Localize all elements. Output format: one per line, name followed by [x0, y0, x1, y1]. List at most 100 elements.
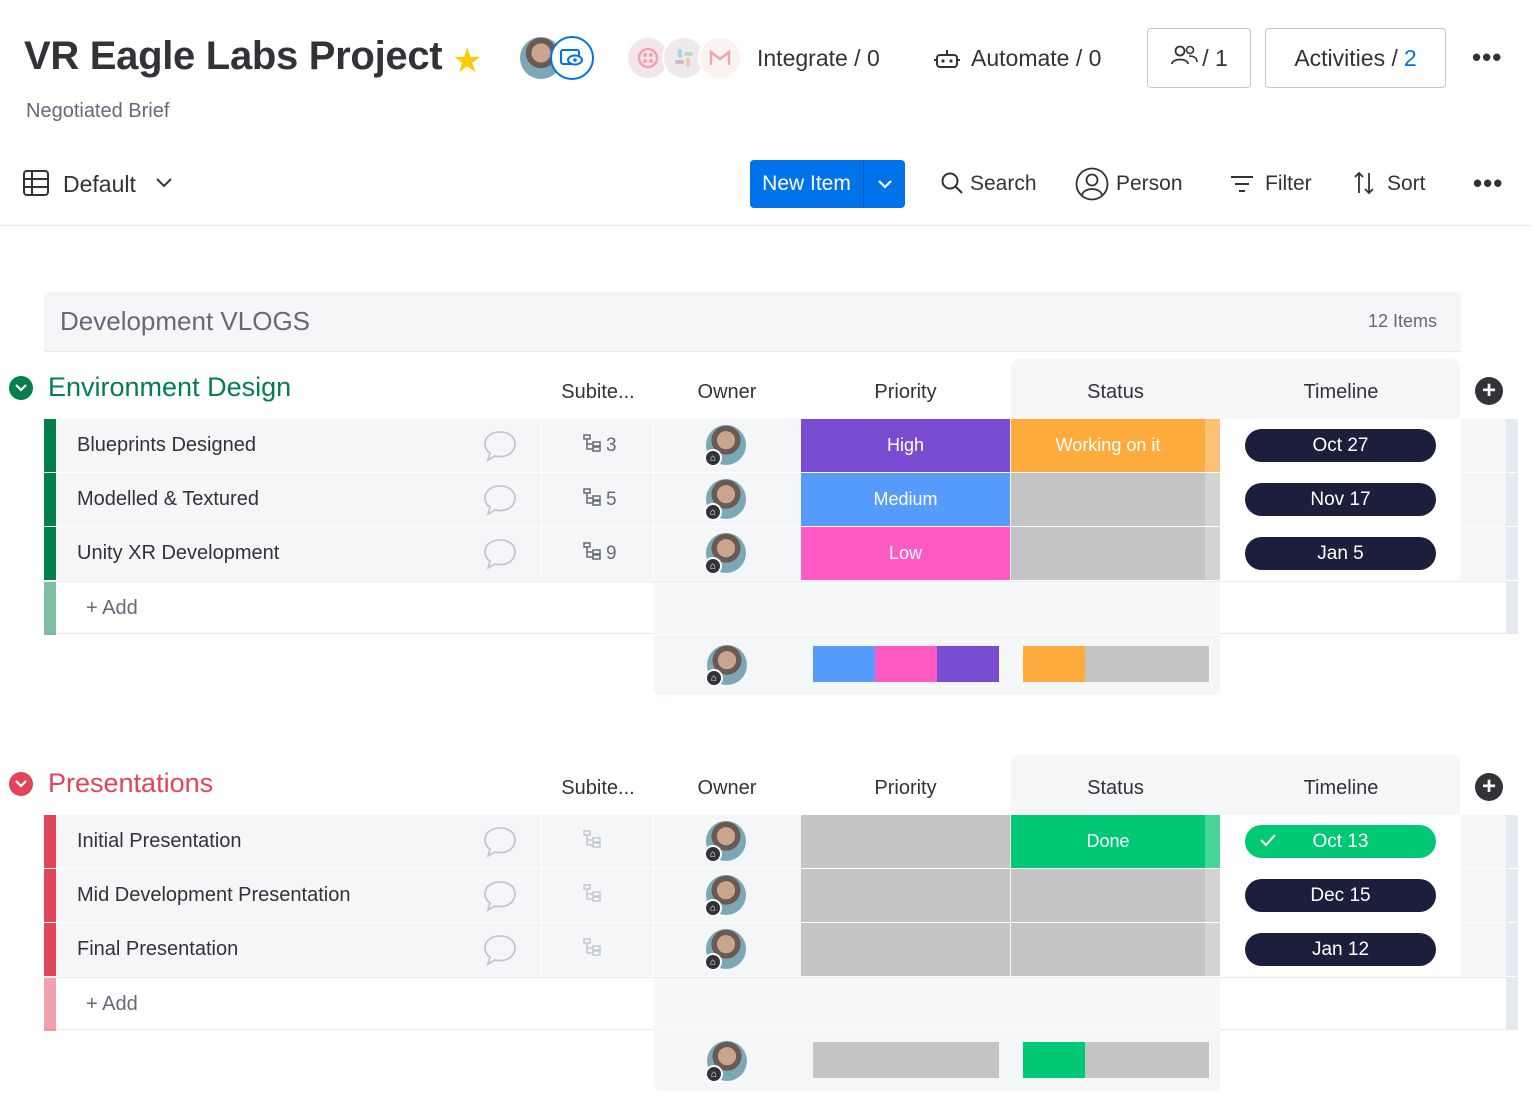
- chat-bubble-icon[interactable]: [482, 879, 518, 913]
- subitems-cell[interactable]: [582, 883, 606, 909]
- group-item-count: 12 Items: [1368, 311, 1438, 331]
- priority-summary-bar[interactable]: [813, 1042, 999, 1078]
- add-item-row[interactable]: + Add: [44, 977, 1518, 1031]
- chat-bubble-icon[interactable]: [482, 933, 518, 967]
- column-header-subitems[interactable]: Subite...: [561, 381, 635, 403]
- subitems-cell[interactable]: 3: [582, 433, 617, 459]
- priority-summary-segment: [813, 1042, 999, 1078]
- toolbar-menu-icon[interactable]: •••: [1473, 168, 1504, 198]
- add-item-row[interactable]: + Add: [44, 581, 1518, 635]
- item-name[interactable]: Modelled & Textured: [77, 488, 259, 510]
- add-column-icon[interactable]: +: [1475, 773, 1503, 801]
- chat-bubble-icon[interactable]: [482, 825, 518, 859]
- chat-bubble-icon[interactable]: [482, 537, 518, 571]
- sort-button[interactable]: Sort: [1387, 172, 1426, 195]
- column-header-status[interactable]: Status: [1087, 381, 1144, 403]
- group-collapse-icon[interactable]: [9, 376, 33, 400]
- timeline-pill[interactable]: Nov 17: [1245, 483, 1436, 516]
- priority-cell[interactable]: Low: [801, 527, 1010, 580]
- cell-divider: [541, 815, 542, 868]
- table-row[interactable]: Initial Presentation ⌂ Done Oct 13: [44, 815, 1518, 869]
- timeline-pill[interactable]: Oct 13: [1245, 825, 1436, 858]
- new-item-button[interactable]: New Item: [750, 160, 905, 208]
- column-header-owner[interactable]: Owner: [697, 777, 757, 799]
- home-icon: ⌂: [704, 845, 722, 863]
- status-cell[interactable]: [1011, 473, 1205, 526]
- status-summary-bar[interactable]: [1023, 1042, 1209, 1078]
- add-item-label[interactable]: + Add: [86, 597, 138, 619]
- status-cell[interactable]: [1011, 923, 1205, 976]
- integrate-button[interactable]: Integrate / 0: [757, 45, 880, 71]
- integration-icons[interactable]: [626, 36, 746, 80]
- new-item-dropdown-icon[interactable]: [864, 179, 905, 189]
- column-header-priority[interactable]: Priority: [874, 777, 937, 799]
- chevron-down-icon[interactable]: [155, 176, 173, 194]
- priority-cell[interactable]: Medium: [801, 473, 1010, 526]
- column-header-status[interactable]: Status: [1087, 777, 1144, 799]
- search-button[interactable]: Search: [970, 172, 1037, 195]
- priority-cell[interactable]: [801, 923, 1010, 976]
- column-header-timeline[interactable]: Timeline: [1303, 381, 1379, 403]
- status-summary-bar[interactable]: [1023, 646, 1209, 682]
- timeline-pill[interactable]: Jan 12: [1245, 933, 1436, 966]
- table-row[interactable]: Mid Development Presentation ⌂ Dec 15: [44, 869, 1518, 923]
- group-collapse-icon[interactable]: [9, 772, 33, 796]
- priority-cell[interactable]: High: [801, 419, 1010, 472]
- column-header-owner[interactable]: Owner: [697, 381, 757, 403]
- cell-divider: [653, 869, 654, 922]
- item-name[interactable]: Mid Development Presentation: [77, 884, 351, 906]
- priority-summary-bar[interactable]: [813, 646, 999, 682]
- person-filter-button[interactable]: Person: [1116, 172, 1183, 195]
- column-header-subitems[interactable]: Subite...: [561, 777, 635, 799]
- column-header-timeline[interactable]: Timeline: [1303, 777, 1379, 799]
- table-row[interactable]: Modelled & Textured 5 ⌂ Medium Nov 17: [44, 473, 1518, 527]
- status-cell-edge: [1205, 473, 1220, 526]
- group-title[interactable]: Presentations: [48, 768, 214, 798]
- chat-bubble-icon[interactable]: [482, 429, 518, 463]
- board-title[interactable]: VR Eagle Labs Project: [24, 34, 443, 78]
- table-row[interactable]: Blueprints Designed 3 ⌂ High Working on it Oc…: [44, 419, 1518, 473]
- view-selector[interactable]: Default: [63, 171, 136, 197]
- chat-bubble-icon[interactable]: [482, 483, 518, 517]
- board-viewers-icon[interactable]: [550, 36, 594, 80]
- status-summary-segment: [1023, 646, 1085, 682]
- status-cell-edge: [1205, 527, 1220, 580]
- subitems-count: 3: [606, 435, 617, 456]
- column-header-priority[interactable]: Priority: [874, 381, 937, 403]
- subitems-cell[interactable]: [582, 937, 606, 963]
- row-end-cap: [1506, 527, 1518, 580]
- group-banner-title[interactable]: Development VLOGS: [60, 306, 311, 336]
- item-name[interactable]: Final Presentation: [77, 938, 239, 960]
- table-row[interactable]: Unity XR Development 9 ⌂ Low Jan 5: [44, 527, 1518, 581]
- add-column-icon[interactable]: +: [1475, 377, 1503, 405]
- subitems-cell[interactable]: 5: [582, 487, 617, 513]
- table-row[interactable]: Final Presentation ⌂ Jan 12: [44, 923, 1518, 977]
- filter-button[interactable]: Filter: [1265, 172, 1312, 195]
- home-icon: ⌂: [704, 953, 722, 971]
- item-name[interactable]: Unity XR Development: [77, 542, 280, 564]
- members-button[interactable]: / 1: [1147, 28, 1251, 88]
- status-cell[interactable]: [1011, 869, 1205, 922]
- subitems-cell[interactable]: 9: [582, 541, 617, 567]
- board-menu-icon[interactable]: •••: [1472, 42, 1503, 72]
- activities-button[interactable]: Activities / 2: [1265, 28, 1446, 88]
- status-cell[interactable]: [1011, 527, 1205, 580]
- item-name[interactable]: Initial Presentation: [77, 830, 242, 852]
- subitems-cell[interactable]: [582, 829, 606, 855]
- priority-cell[interactable]: [801, 869, 1010, 922]
- item-name[interactable]: Blueprints Designed: [77, 434, 256, 456]
- status-cell[interactable]: Done: [1011, 815, 1205, 868]
- row-color-bar: [44, 582, 56, 635]
- row-color-bar: [44, 978, 56, 1031]
- favorite-star-icon[interactable]: ★: [452, 42, 483, 80]
- group-title[interactable]: Environment Design: [48, 372, 292, 402]
- automate-button[interactable]: Automate / 0: [971, 45, 1102, 71]
- timeline-pill[interactable]: Jan 5: [1245, 537, 1436, 570]
- timeline-pill[interactable]: Dec 15: [1245, 879, 1436, 912]
- status-cell[interactable]: Working on it: [1011, 419, 1205, 472]
- row-end-cap: [1506, 869, 1518, 922]
- add-item-label[interactable]: + Add: [86, 993, 138, 1015]
- priority-cell[interactable]: [801, 815, 1010, 868]
- board-description[interactable]: Negotiated Brief: [26, 100, 170, 122]
- timeline-pill[interactable]: Oct 27: [1245, 429, 1436, 462]
